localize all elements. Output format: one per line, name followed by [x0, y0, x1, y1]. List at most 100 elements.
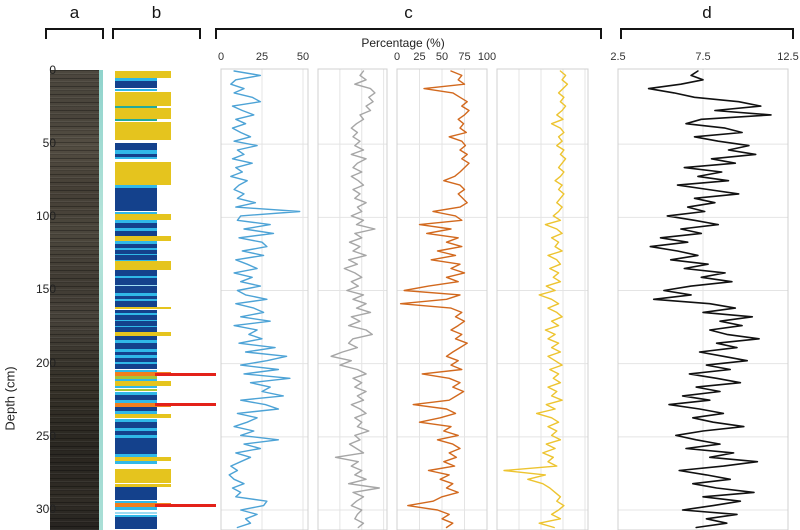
depth-tick-label: 50 [42, 136, 56, 151]
lithology-band-cyan [115, 453, 157, 457]
lithology-band-cyan [115, 340, 157, 344]
lithology-band-yellow [115, 213, 171, 221]
lithology-band-navy [115, 487, 157, 501]
lithology-band-cyan [115, 185, 157, 188]
lithology-band-navy [115, 286, 157, 294]
bracket-panel-a: a [45, 3, 104, 39]
lithology-band-cyan [115, 507, 157, 510]
x-tick-label: 75 [458, 51, 471, 63]
lithology-band-cyan [115, 156, 157, 159]
lithology-band-lime [115, 376, 157, 379]
red-marker-line [155, 372, 216, 376]
lithology-band-navy [115, 296, 157, 300]
lithology-band-cyan [115, 150, 157, 154]
lithology-band-cyan [115, 299, 157, 301]
lithology-band-navy [115, 249, 157, 254]
percentage-axis-title: Percentage (%) [361, 36, 445, 50]
x-tick-label: 0 [393, 51, 401, 63]
lithology-band-cyan [115, 369, 157, 373]
lithology-column [115, 70, 216, 530]
x-tick-label: 7.5 [695, 51, 711, 63]
lithology-band-navy [115, 422, 157, 429]
lithology-band-yellow [115, 91, 171, 107]
panel-b-label: b [151, 3, 162, 22]
lithology-band-navy [115, 278, 157, 285]
lithology-band-navy [115, 327, 157, 333]
lithology-band-yellow [115, 414, 171, 419]
lithology-band-cyan [115, 428, 157, 431]
lithology-band-cyan [115, 461, 157, 464]
x-tick-label: 25 [255, 51, 269, 63]
lithology-band-cyan [115, 385, 157, 389]
lithology-band-cyan [115, 228, 157, 232]
lithology-band-yellow [115, 381, 171, 386]
lithology-band-cyan [115, 259, 157, 262]
lithology-band-cyan [115, 411, 157, 415]
lithology-band-cyan [115, 500, 157, 504]
lithology-band-navy [115, 517, 157, 529]
x-tick-label: 50 [296, 51, 310, 63]
panel-c-label: c [404, 3, 413, 22]
lithology-band-yellow [115, 456, 171, 461]
lithology-band-navy [115, 300, 157, 307]
lithology-band-cyan [115, 325, 157, 328]
x-tick-label: 50 [435, 51, 449, 63]
lithology-band-yellow [115, 236, 171, 241]
depth-tick-label: 250 [35, 428, 56, 443]
lithology-band-orange [115, 372, 171, 377]
depth-tick-label: 100 [35, 209, 56, 224]
lithology-band-yellow [115, 469, 171, 483]
x-tick-label: 0 [217, 51, 225, 63]
lithology-band-lightcyan [115, 512, 157, 514]
bracket-panel-b: b [112, 3, 201, 39]
x-tick-label: 2.5 [610, 51, 626, 63]
red-marker-line [155, 403, 216, 407]
lithology-band-navy [115, 321, 157, 326]
bracket-panel-d: d [620, 3, 794, 39]
lithology-band-cyan [115, 293, 157, 297]
lithology-band-yellow [115, 108, 171, 120]
x-tick-label: 12.5 [777, 51, 799, 63]
lithology-band-navy [115, 255, 157, 260]
lithology-band-cyan [115, 349, 157, 352]
lithology-band-navy [115, 81, 157, 89]
lithology-band-navy [115, 357, 157, 363]
depth-tick-label: 300 [35, 501, 56, 516]
lithology-band-navy [115, 231, 157, 237]
lithology-band-cyan [115, 240, 157, 244]
lithology-band-navy [115, 315, 157, 320]
lithology-band-yellow [115, 261, 171, 270]
depth-tick-label: 200 [35, 355, 56, 370]
lithology-band-cyan [115, 319, 157, 322]
lithology-band-navy [115, 343, 157, 350]
lithology-band-navy [115, 188, 157, 212]
lithology-band-lightcyan [115, 284, 157, 287]
lithology-band-lime [115, 388, 157, 392]
lithology-band-cyan [115, 211, 157, 214]
depth-tick-label: 150 [35, 282, 56, 297]
lithology-band-cyan [115, 379, 157, 382]
lithology-band-cyan [115, 515, 157, 518]
depth-tick-label: 0 [49, 63, 56, 77]
lithology-band-cyan [115, 313, 157, 316]
lithology-band-navy [115, 270, 157, 276]
lithology-band-teal [115, 119, 157, 122]
lithology-band-navy [115, 364, 157, 370]
lithology-band-cyan [115, 253, 157, 256]
lithology-band-orange [115, 403, 171, 407]
lithology-band-navy [115, 352, 157, 355]
lithology-band-navy [115, 431, 157, 436]
lithology-band-cyan [115, 435, 157, 439]
lithology-band-yellow [115, 484, 171, 488]
lithology-band-cyan [115, 248, 157, 250]
x-tick-label: 100 [477, 51, 497, 63]
lithology-band-navy [115, 142, 157, 150]
core-photo-scale-strip [99, 70, 103, 530]
lithology-band-yellow [115, 71, 171, 79]
lithology-band-cyan [115, 354, 157, 358]
lithology-band-cyan [115, 275, 157, 279]
lithology-band-yellow [115, 306, 171, 310]
lithology-band-navy [115, 395, 157, 401]
lithology-band-navy [115, 438, 157, 454]
